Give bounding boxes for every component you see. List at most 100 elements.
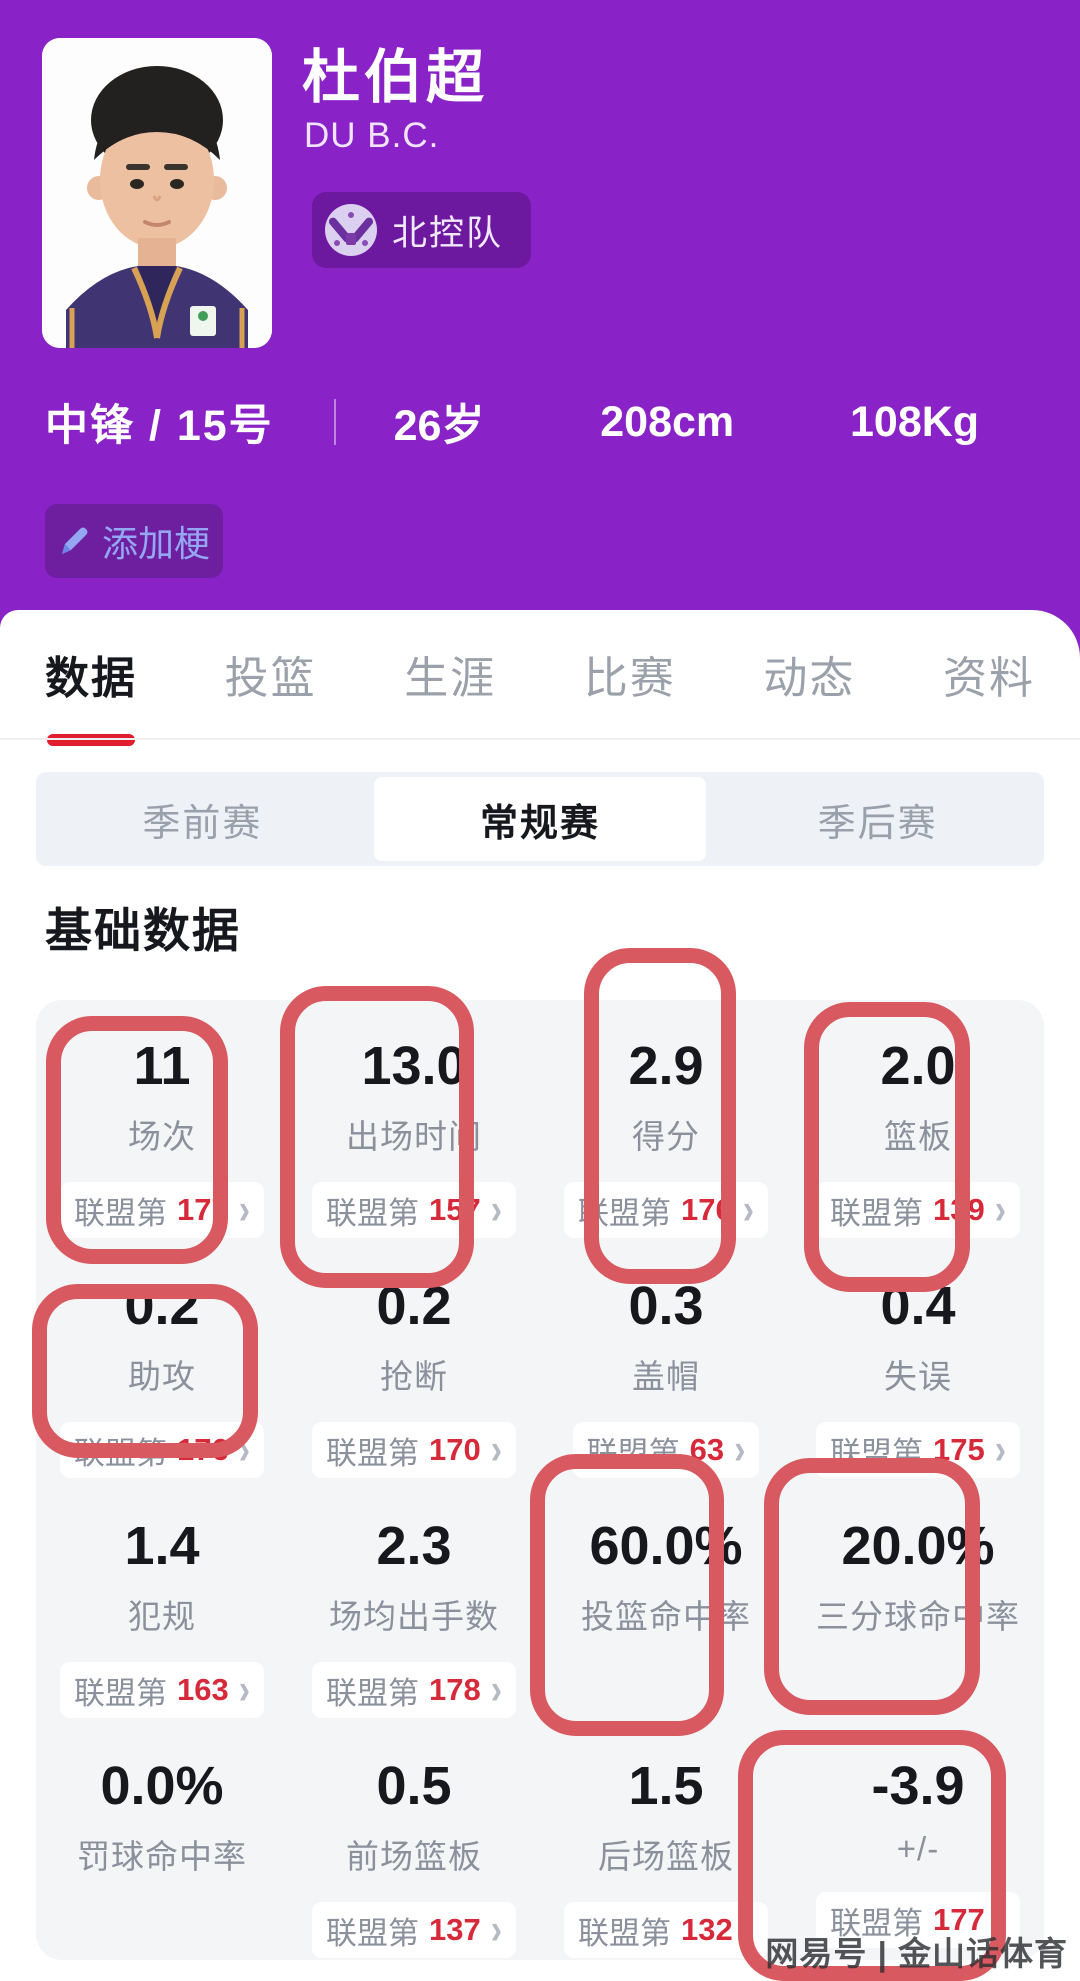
- stat-label-fg-pct: 投篮命中率: [581, 1598, 751, 1635]
- stat-value-oreb: 0.5: [376, 1756, 452, 1816]
- basic-stats-grid: 11 场次 联盟第 177 › 13.0 出场时间 联盟第 157 › 2.9 得分 联盟第 176…: [36, 1000, 1044, 1960]
- rank-link-assists[interactable]: 联盟第 176 ›: [59, 1422, 265, 1478]
- stat-value-fga: 2.3: [376, 1516, 452, 1576]
- chevron-right-icon: ›: [994, 1425, 1007, 1474]
- section-title: 基础数据: [45, 904, 241, 957]
- tab-news[interactable]: 动态: [763, 654, 856, 703]
- stat-cell-ft-pct: 0.0% 罚球命中率: [36, 1720, 288, 1960]
- rank-link-fga[interactable]: 联盟第 178 ›: [311, 1662, 517, 1718]
- stat-cell-fga: 2.3 场均出手数联盟第 178 ›: [288, 1480, 540, 1720]
- stat-cell-games: 11 场次联盟第 177 ›: [36, 1000, 288, 1240]
- rank-link-turnovers[interactable]: 联盟第 175 ›: [815, 1422, 1021, 1478]
- stat-cell-points: 2.9 得分 联盟第 176 ›: [540, 1000, 792, 1240]
- tab-shooting[interactable]: 投篮: [224, 654, 317, 703]
- player-name: 杜伯超: [302, 45, 489, 110]
- chevron-right-icon: ›: [490, 1425, 503, 1474]
- content-sheet: 数据 投篮 生涯 比赛 动态 资料 季前赛 常规赛 季后赛 基础数据 11 场次联盟第 177 ›…: [0, 610, 1080, 1981]
- player-photo: [42, 38, 272, 348]
- player-age: 26岁: [393, 402, 485, 450]
- info-divider: [333, 399, 336, 445]
- chevron-right-icon: ›: [238, 1425, 251, 1474]
- chevron-right-icon: ›: [490, 1905, 503, 1954]
- player-height: 208cm: [600, 397, 735, 446]
- stat-label-points: 得分: [632, 1118, 700, 1155]
- stat-value-dreb: 1.5: [628, 1756, 704, 1816]
- tab-career[interactable]: 生涯: [404, 654, 497, 703]
- chevron-right-icon: ›: [742, 1185, 755, 1234]
- rank-link-games[interactable]: 联盟第 177 ›: [59, 1182, 265, 1238]
- chevron-right-icon: ›: [238, 1665, 251, 1714]
- add-meme-button[interactable]: 添加梗: [45, 504, 223, 578]
- season-tabs: 季前赛 常规赛 季后赛: [36, 772, 1044, 866]
- team-badge[interactable]: 北控队: [312, 192, 532, 268]
- stat-label-blocks: 盖帽: [632, 1358, 700, 1395]
- stat-cell-dreb: 1.5 后场篮板联盟第 132 ›: [540, 1720, 792, 1960]
- season-tab-preseason[interactable]: 季前赛: [142, 802, 263, 845]
- stat-label-rebounds: 篮板: [884, 1118, 952, 1155]
- chevron-right-icon: ›: [238, 1185, 251, 1234]
- rank-link-blocks[interactable]: 联盟第 63 ›: [572, 1422, 760, 1478]
- stat-value-fouls: 1.4: [124, 1516, 200, 1576]
- stat-value-rebounds: 2.0: [880, 1036, 956, 1096]
- stat-value-minutes: 13.0: [361, 1036, 467, 1096]
- team-logo-icon: [325, 204, 377, 256]
- stat-cell-oreb: 0.5 前场篮板联盟第 137 ›: [288, 1720, 540, 1960]
- season-tab-regular[interactable]: 常规赛: [373, 777, 707, 861]
- tabs-divider: [0, 738, 1080, 740]
- stat-cell-assists: 0.2 助攻 联盟第 176 ›: [36, 1240, 288, 1480]
- rank-link-rebounds[interactable]: 联盟第 139 ›: [815, 1182, 1021, 1238]
- stat-cell-plus-minus: -3.9 +/- 联盟第 177 ›: [792, 1720, 1044, 1960]
- stat-label-assists: 助攻: [128, 1358, 196, 1395]
- stat-value-ft-pct: 0.0%: [100, 1756, 224, 1816]
- chevron-right-icon: ›: [994, 1185, 1007, 1234]
- stat-cell-turnovers: 0.4 失误联盟第 175 ›: [792, 1240, 1044, 1480]
- watermark: 网易号 | 金山话体育: [765, 1935, 1068, 1972]
- stat-cell-rebounds: 2.0 篮板联盟第 139 ›: [792, 1000, 1044, 1240]
- position-number: 中锋 / 15号: [45, 402, 274, 450]
- stat-label-games: 场次: [128, 1118, 196, 1155]
- team-name: 北控队: [392, 213, 504, 253]
- stat-cell-steals: 0.2 抢断联盟第 170 ›: [288, 1240, 540, 1480]
- stat-label-three-pct: 三分球命中率: [816, 1598, 1020, 1635]
- stat-label-steals: 抢断: [380, 1358, 448, 1395]
- stat-label-fga: 场均出手数: [329, 1598, 499, 1635]
- tab-data[interactable]: 数据: [45, 642, 137, 746]
- rank-link-plus-minus[interactable]: 联盟第 177 ›: [815, 1892, 1021, 1948]
- stat-cell-minutes: 13.0 出场时间 联盟第 157 ›: [288, 1000, 540, 1240]
- rank-link-fouls[interactable]: 联盟第 163 ›: [59, 1662, 265, 1718]
- tab-profile[interactable]: 资料: [942, 654, 1035, 703]
- tab-games[interactable]: 比赛: [583, 654, 676, 703]
- stat-value-three-pct: 20.0%: [841, 1516, 995, 1576]
- rank-link-points[interactable]: 联盟第 176 ›: [563, 1182, 769, 1238]
- stat-value-turnovers: 0.4: [880, 1276, 956, 1336]
- player-info-row: 中锋 / 15号 26岁 208cm 108Kg: [45, 396, 1037, 451]
- stat-value-blocks: 0.3: [628, 1276, 704, 1336]
- player-name-en: DU B.C.: [304, 116, 440, 155]
- rank-link-minutes[interactable]: 联盟第 157 ›: [311, 1182, 517, 1238]
- stat-cell-blocks: 0.3 盖帽联盟第 63 ›: [540, 1240, 792, 1480]
- stat-label-turnovers: 失误: [884, 1358, 952, 1395]
- stat-label-plus-minus: +/-: [896, 1830, 940, 1867]
- stat-value-plus-minus: -3.9: [871, 1756, 965, 1816]
- chevron-right-icon: ›: [734, 1425, 746, 1474]
- pencil-icon: [61, 527, 88, 554]
- rank-link-dreb[interactable]: 联盟第 132 ›: [563, 1902, 769, 1958]
- rank-link-steals[interactable]: 联盟第 170 ›: [311, 1422, 517, 1478]
- rank-link-oreb[interactable]: 联盟第 137 ›: [311, 1902, 517, 1958]
- stat-value-games: 11: [133, 1036, 191, 1096]
- stat-label-ft-pct: 罚球命中率: [77, 1838, 247, 1875]
- season-tab-playoffs[interactable]: 季后赛: [817, 802, 938, 845]
- stat-label-oreb: 前场篮板: [346, 1838, 482, 1875]
- add-meme-label: 添加梗: [101, 523, 210, 564]
- stat-label-dreb: 后场篮板: [598, 1838, 734, 1875]
- stat-value-steals: 0.2: [376, 1276, 452, 1336]
- stat-cell-fg-pct: 60.0% 投篮命中率: [540, 1480, 792, 1720]
- stat-label-fouls: 犯规: [128, 1598, 196, 1635]
- chevron-right-icon: ›: [490, 1665, 503, 1714]
- chevron-right-icon: ›: [490, 1185, 503, 1234]
- player-photo-card: [42, 38, 272, 348]
- player-weight: 108Kg: [849, 397, 980, 446]
- stat-value-fg-pct: 60.0%: [589, 1516, 743, 1576]
- chevron-right-icon: ›: [742, 1905, 755, 1954]
